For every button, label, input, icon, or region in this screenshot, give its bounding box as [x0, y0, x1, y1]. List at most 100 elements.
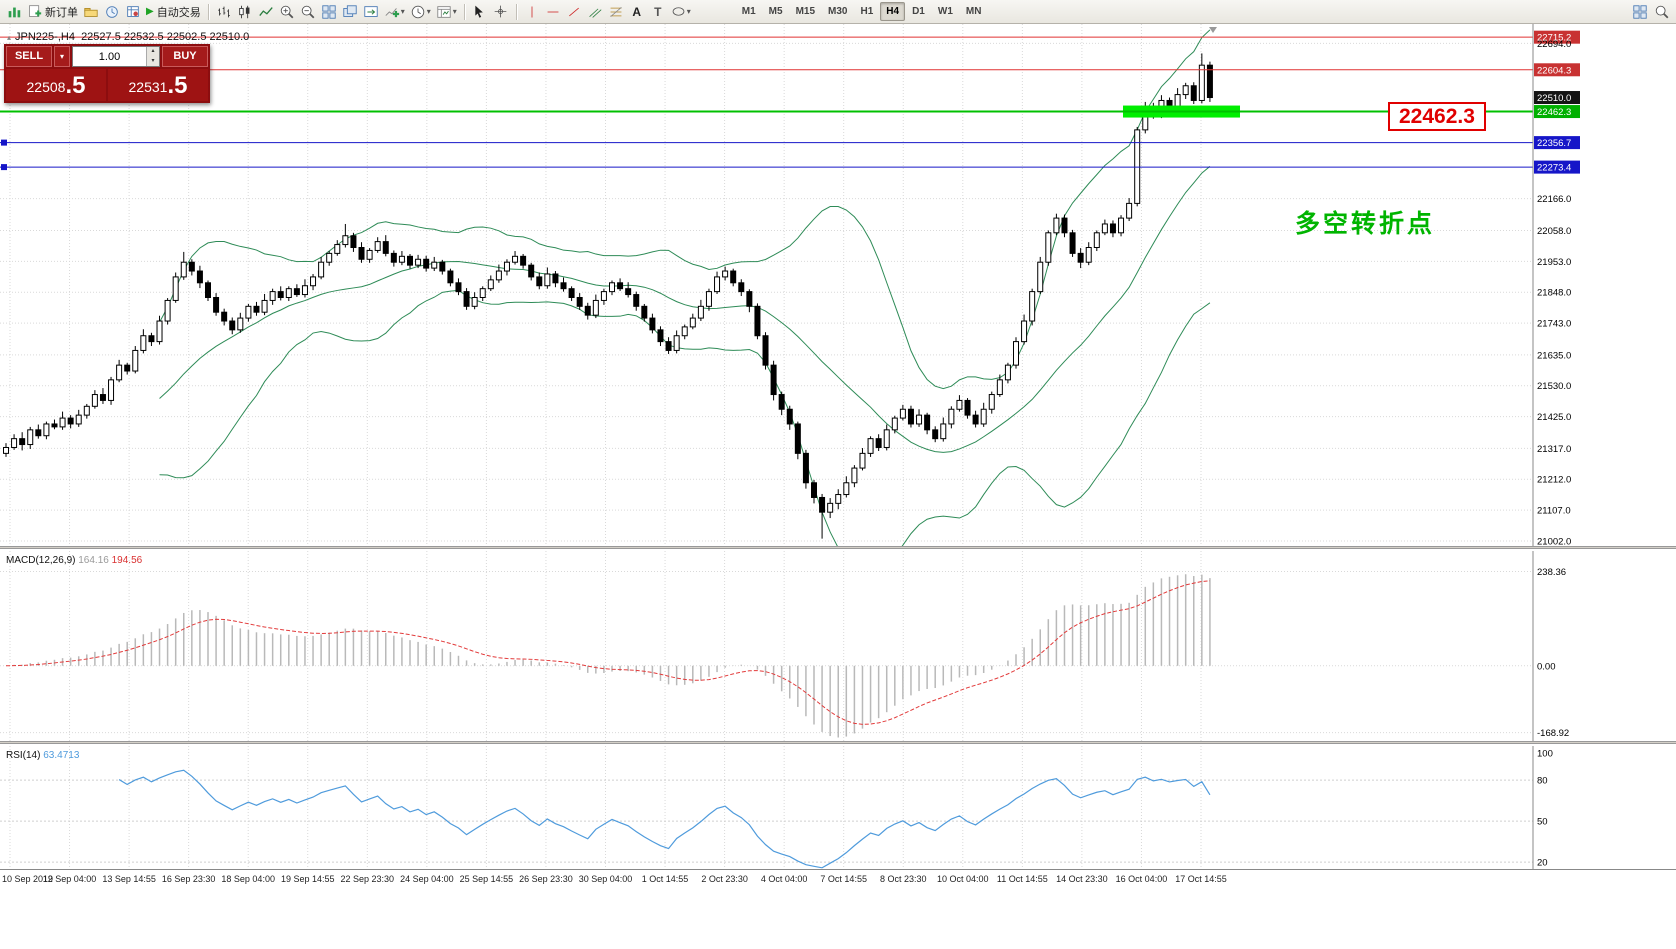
svg-text:22356.7: 22356.7 [1537, 138, 1571, 149]
periods-icon[interactable]: ▾ [408, 2, 433, 22]
candle-body [463, 291, 470, 307]
timeframe-m1[interactable]: M1 [741, 6, 756, 17]
arrange-windows-icon[interactable] [361, 2, 381, 22]
market-watch-icon[interactable] [102, 2, 122, 22]
candle-body [455, 282, 462, 293]
line-chart-icon[interactable] [256, 2, 276, 22]
rsi-axis-label: 50 [1537, 817, 1548, 828]
candle-body [738, 282, 745, 293]
buy-button[interactable]: BUY [162, 46, 208, 67]
trendline-tool-icon[interactable] [564, 2, 584, 22]
channel-tool-icon[interactable] [585, 2, 605, 22]
candle-body [19, 438, 26, 446]
time-axis-label: 11 Oct 14:55 [996, 874, 1048, 884]
toolbar-separator [207, 3, 209, 20]
candle-body [366, 249, 373, 260]
ohlc-readout: 22527.5 22532.5 22502.5 22510.0 [81, 31, 250, 43]
candle-body [584, 305, 591, 316]
data-window-icon[interactable] [123, 2, 143, 22]
time-axis[interactable]: 10 Sep 2019 12 Sep 04:00 13 Sep 14:55 16 Se… [0, 869, 1676, 890]
candle-body [310, 276, 317, 287]
time-axis-label: 17 Oct 14:55 [1175, 874, 1227, 884]
tile-windows-icon[interactable] [319, 2, 339, 22]
vertical-line-tool-icon[interactable] [522, 2, 542, 22]
timeframe-mn[interactable]: MN [965, 6, 982, 17]
candle-body [1004, 364, 1011, 381]
candle-body [180, 261, 187, 278]
pane-splitter[interactable] [0, 741, 1676, 744]
volume-up-button[interactable]: ▴ [147, 47, 159, 57]
candle-body [269, 291, 276, 301]
price-callout-label[interactable]: 22462.3 [1388, 102, 1486, 131]
candle-body [948, 408, 955, 425]
candle-body [1061, 217, 1068, 234]
candle-body [11, 438, 18, 448]
cursor-icon[interactable] [470, 2, 490, 22]
timeframe-m15[interactable]: M15 [795, 6, 816, 17]
autotrading-button[interactable]: ▶ 自动交易 [144, 2, 203, 22]
volume-down-button[interactable]: ▾ [147, 56, 159, 66]
shapes-tool-icon[interactable]: ▾ [669, 2, 693, 22]
macd-main-value: 164.16 [78, 555, 109, 566]
candle-body [956, 399, 963, 410]
candle-body [520, 255, 527, 266]
crosshair-icon[interactable] [491, 2, 511, 22]
horizontal-line-tool-icon[interactable] [543, 2, 563, 22]
cascade-windows-icon[interactable] [340, 2, 360, 22]
candle-body [415, 258, 422, 266]
navigator-icon[interactable] [81, 2, 101, 22]
timeframe-w1[interactable]: W1 [937, 6, 953, 17]
timeframe-h1[interactable]: H1 [860, 6, 874, 17]
time-axis-label: 24 Sep 04:00 [400, 874, 454, 884]
line-handle[interactable] [1, 164, 7, 171]
macd-axis-label: 0.00 [1537, 661, 1556, 672]
candle-body [1093, 232, 1100, 249]
timeframe-m30[interactable]: M30 [828, 6, 848, 17]
candle-body [940, 423, 947, 440]
candle-body [164, 299, 171, 322]
sell-button[interactable]: SELL [6, 46, 52, 67]
candle-body [75, 414, 82, 425]
chart-shift-marker[interactable] [1209, 27, 1217, 33]
fibonacci-tool-icon[interactable] [606, 2, 626, 22]
candle-body [1174, 94, 1181, 107]
pane-splitter[interactable] [0, 546, 1676, 549]
candle-body [916, 414, 923, 425]
candle-body [91, 394, 98, 407]
text-tool-icon[interactable]: A [632, 4, 642, 19]
candle-body [213, 296, 220, 313]
candlestick-chart-icon[interactable] [235, 2, 255, 22]
order-type-dropdown[interactable]: ▾ [54, 46, 70, 67]
timeframe-m5[interactable]: M5 [768, 6, 783, 17]
new-order-button[interactable]: 新订单 [25, 2, 80, 22]
candle-body [924, 414, 931, 431]
line-handle[interactable] [1, 139, 7, 146]
candle-body [350, 235, 357, 249]
zoom-out-icon[interactable] [298, 2, 318, 22]
candle-body [374, 241, 381, 251]
candle-body [600, 291, 607, 301]
timeframe-d1[interactable]: D1 [912, 6, 925, 17]
volume-input[interactable] [73, 47, 146, 66]
candle-body [1045, 232, 1052, 263]
zoom-in-icon[interactable] [277, 2, 297, 22]
chart-annotation-text[interactable]: 多空转折点 [1295, 210, 1436, 238]
y-axis-label: 21212.0 [1537, 475, 1571, 486]
indicators-icon[interactable]: ▾ [382, 2, 407, 22]
candle-body [156, 320, 163, 343]
bollinger-bands [159, 29, 1211, 546]
time-axis-label: 18 Sep 04:00 [221, 874, 275, 884]
price-tag: 22604.3 [1534, 63, 1580, 77]
bar-chart-icon[interactable] [214, 2, 234, 22]
window-layout-icon[interactable] [1630, 2, 1650, 22]
label-tool-icon[interactable]: T [654, 4, 662, 19]
search-icon[interactable] [1652, 2, 1672, 22]
one-click-toggle-icon[interactable]: ▴ [7, 33, 12, 42]
candle-body [1069, 232, 1076, 254]
templates-icon[interactable]: ▾ [434, 2, 459, 22]
horizontal-grid [0, 42, 1533, 542]
candle-body [932, 429, 939, 440]
timeframe-group: M1 M5 M15 M30 H1 H4 D1 W1 MN [736, 2, 988, 21]
time-axis-label: 1 Oct 14:55 [641, 874, 689, 884]
timeframe-h4[interactable]: H4 [880, 2, 906, 21]
